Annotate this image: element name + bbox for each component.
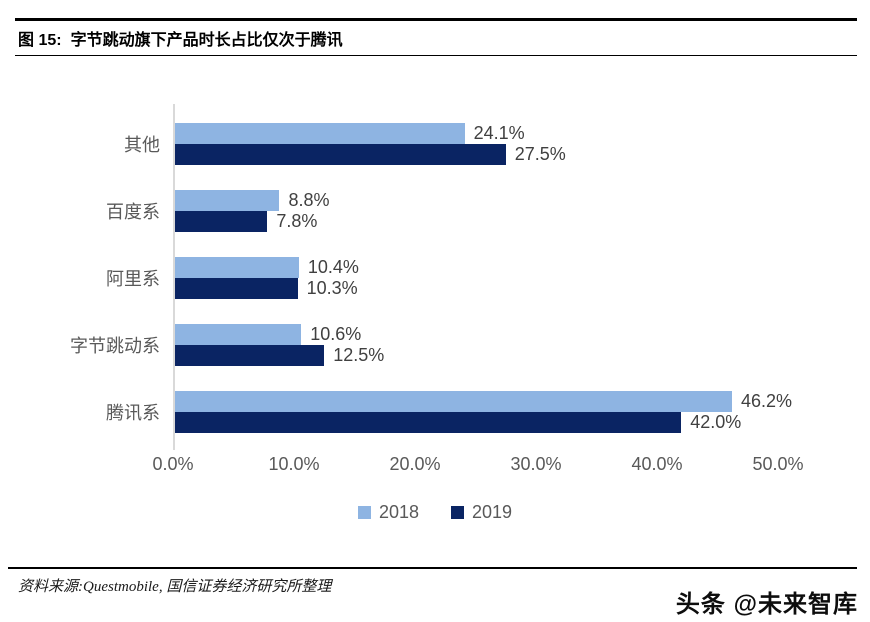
figure-title: 字节跳动旗下产品时长占比仅次于腾讯 bbox=[70, 32, 343, 49]
bar-group: 10.4% 10.3% bbox=[173, 256, 778, 299]
value-label: 10.3% bbox=[306, 277, 358, 298]
x-tick-label: 10.0% bbox=[268, 454, 320, 474]
bar-2019 bbox=[173, 143, 506, 165]
watermark: 头条 @未来智库 bbox=[675, 591, 858, 618]
value-label: 27.5% bbox=[514, 143, 566, 164]
bar-row: 腾讯系 46.2% 42.0% bbox=[13, 378, 857, 445]
bar-group: 24.1% 27.5% bbox=[173, 122, 778, 165]
category-label: 百度系 bbox=[106, 201, 160, 222]
bar-line: 46.2% bbox=[173, 390, 792, 412]
value-label: 24.1% bbox=[473, 122, 525, 143]
bar-2019 bbox=[173, 411, 682, 433]
legend-swatch-2019 bbox=[451, 506, 464, 519]
bar-row: 字节跳动系 10.6% 12.5% bbox=[13, 311, 857, 378]
value-label: 10.4% bbox=[307, 256, 359, 277]
x-tick-label: 50.0% bbox=[752, 454, 804, 474]
chart-rows: 其他 24.1% 27.5% 百度系 8.8% 7.8% 阿里系 10.4% 10.3% 字节跳动… bbox=[13, 104, 857, 450]
bar-2018 bbox=[173, 390, 733, 412]
value-label: 10.6% bbox=[310, 323, 362, 344]
bar-line: 8.8% bbox=[173, 189, 778, 211]
category-label: 字节跳动系 bbox=[70, 335, 160, 356]
figure-footer: 资料来源:Questmobile, 国信证券经济研究所整理 bbox=[8, 567, 857, 596]
bar-line: 10.6% bbox=[173, 323, 778, 345]
legend-item: 2019 bbox=[451, 502, 512, 523]
bar-line: 27.5% bbox=[173, 143, 778, 165]
legend-item: 2018 bbox=[357, 502, 419, 523]
bar-line: 12.5% bbox=[173, 344, 778, 366]
bar-group: 46.2% 42.0% bbox=[173, 390, 792, 433]
x-axis: 0.0% 10.0% 20.0% 30.0% 40.0% 50.0% bbox=[152, 454, 803, 478]
bar-2019 bbox=[173, 277, 298, 299]
x-tick-label: 20.0% bbox=[389, 454, 441, 474]
x-tick-label: 40.0% bbox=[631, 454, 683, 474]
legend-swatch-2018 bbox=[357, 506, 371, 519]
bar-2018 bbox=[173, 323, 302, 345]
legend-label: 2019 bbox=[472, 502, 513, 522]
bar-row: 其他 24.1% 27.5% bbox=[13, 110, 857, 177]
value-label: 8.8% bbox=[288, 189, 330, 210]
value-label: 42.0% bbox=[690, 411, 742, 432]
x-tick-label: 0.0% bbox=[152, 454, 194, 474]
legend: 2018 2019 bbox=[13, 502, 857, 523]
figure-number: 图 15: bbox=[18, 32, 62, 49]
figure-header: 图 15: 字节跳动旗下产品时长占比仅次于腾讯 bbox=[15, 18, 857, 56]
bar-2018 bbox=[173, 122, 465, 144]
bar-line: 10.3% bbox=[173, 277, 778, 299]
bar-row: 百度系 8.8% 7.8% bbox=[13, 177, 857, 244]
bar-line: 24.1% bbox=[173, 122, 778, 144]
category-label: 阿里系 bbox=[106, 268, 160, 289]
category-label: 其他 bbox=[124, 134, 160, 155]
bar-2019 bbox=[173, 344, 325, 366]
value-label: 46.2% bbox=[741, 390, 793, 411]
legend-label: 2018 bbox=[378, 502, 419, 522]
bar-group: 10.6% 12.5% bbox=[173, 323, 778, 366]
bar-chart: 其他 24.1% 27.5% 百度系 8.8% 7.8% 阿里系 10.4% 10.3% 字节跳动… bbox=[13, 104, 857, 523]
value-label: 12.5% bbox=[333, 344, 385, 365]
bar-2018 bbox=[173, 256, 299, 278]
bar-row: 阿里系 10.4% 10.3% bbox=[13, 244, 857, 311]
bar-group: 8.8% 7.8% bbox=[173, 189, 778, 232]
bar-line: 10.4% bbox=[173, 256, 778, 278]
bar-2018 bbox=[173, 189, 280, 211]
bar-2019 bbox=[173, 210, 268, 232]
bar-line: 7.8% bbox=[173, 210, 778, 232]
x-tick-label: 30.0% bbox=[510, 454, 562, 474]
category-label: 腾讯系 bbox=[106, 402, 160, 423]
value-label: 7.8% bbox=[276, 210, 318, 231]
bar-line: 42.0% bbox=[173, 411, 778, 433]
source-note: 资料来源:Questmobile, 国信证券经济研究所整理 bbox=[18, 579, 332, 595]
y-axis-line bbox=[173, 104, 175, 450]
